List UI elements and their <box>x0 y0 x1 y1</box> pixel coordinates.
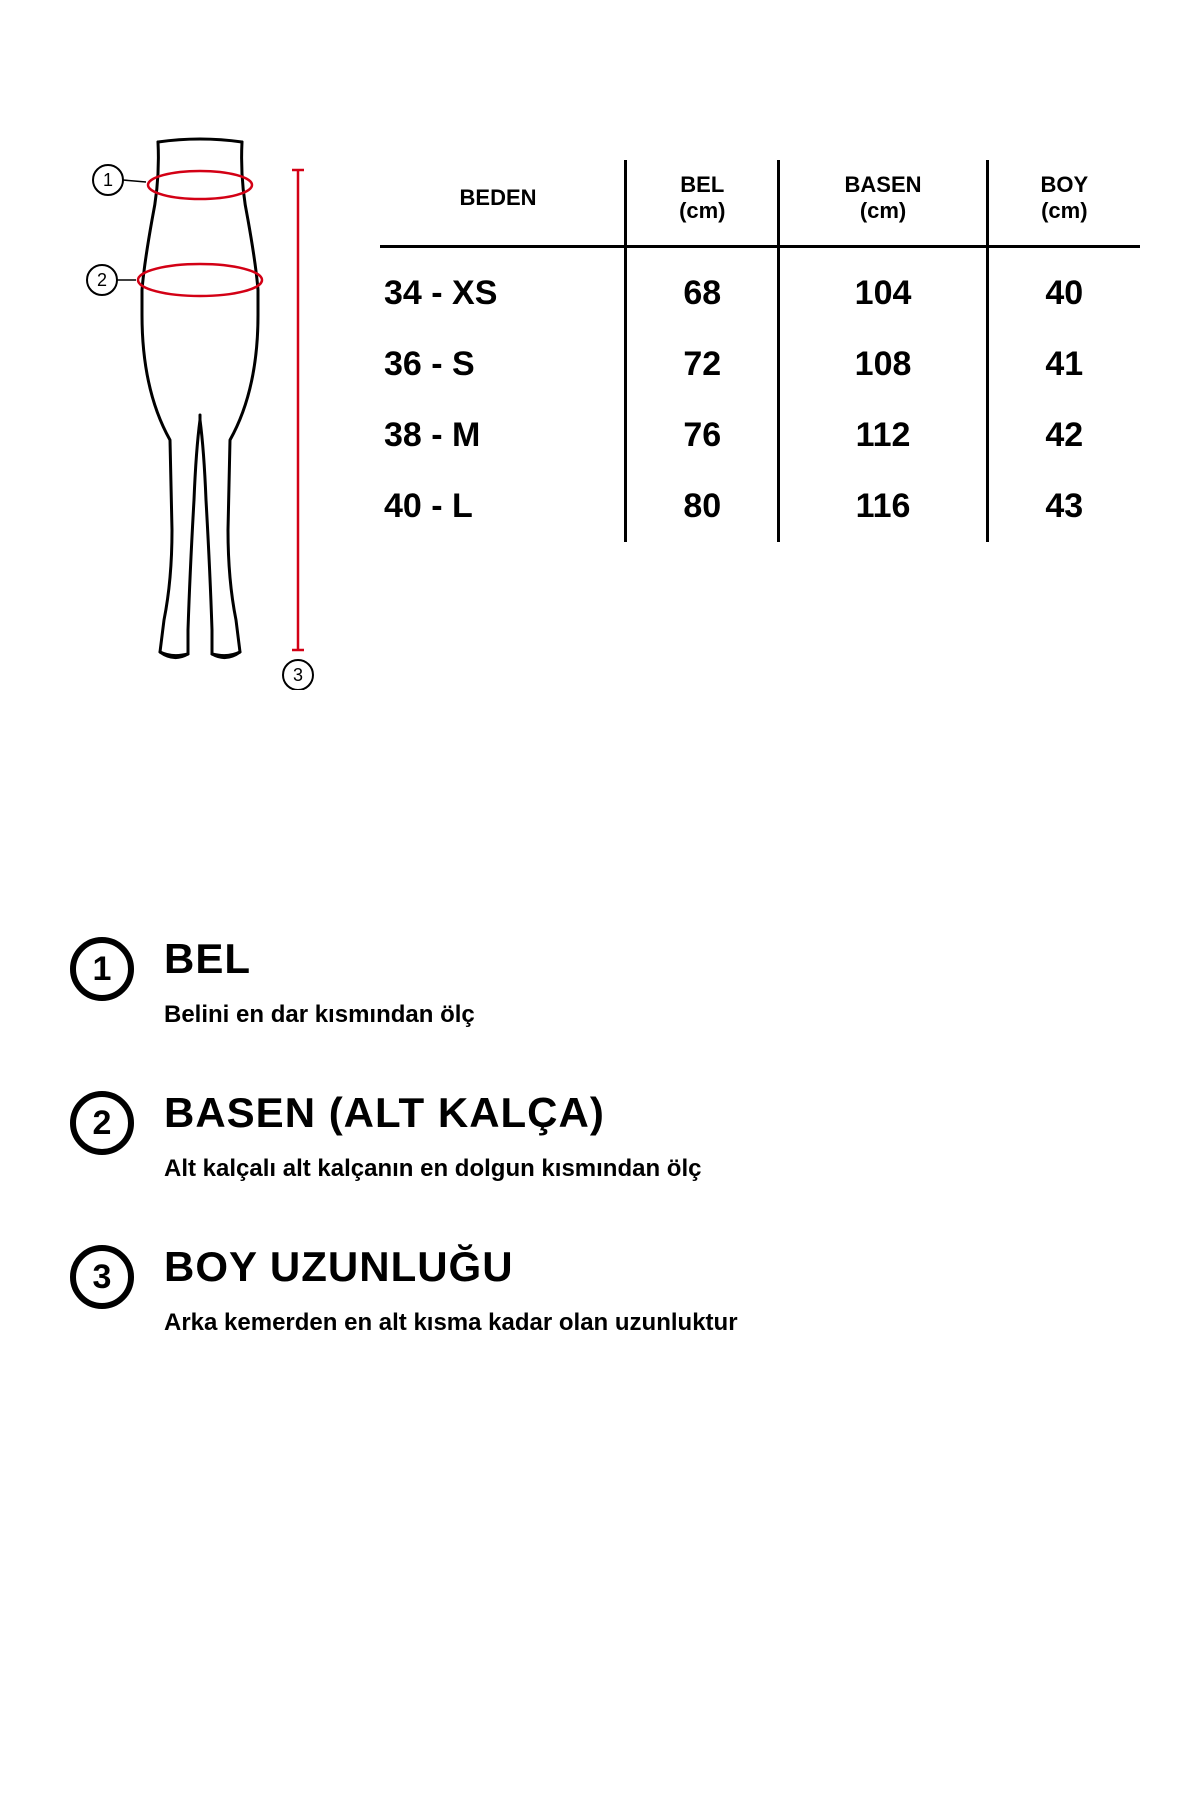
cell-boy: 40 <box>987 246 1140 329</box>
definition-title: BASEN (ALT KALÇA) <box>164 1089 1140 1137</box>
cell-size: 38 - M <box>380 400 626 471</box>
definition-title: BEL <box>164 935 1140 983</box>
definition-number-icon: 3 <box>70 1245 134 1309</box>
definition-number-icon: 2 <box>70 1091 134 1155</box>
definition-item: 3 BOY UZUNLUĞU Arka kemerden en alt kısm… <box>70 1243 1140 1337</box>
definition-text: BASEN (ALT KALÇA) Alt kalçalı alt kalçan… <box>164 1089 1140 1183</box>
col-header-beden: BEDEN <box>380 160 626 246</box>
col-header-bel: BEL (cm) <box>626 160 779 246</box>
marker-2-label: 2 <box>97 270 107 290</box>
size-table: BEDEN BEL (cm) BASEN (cm) BOY (cm) <box>380 160 1140 542</box>
cell-bel: 80 <box>626 471 779 542</box>
cell-basen: 108 <box>779 329 987 400</box>
definition-item: 1 BEL Belini en dar kısmından ölç <box>70 935 1140 1029</box>
cell-size: 34 - XS <box>380 246 626 329</box>
definition-description: Arka kemerden en alt kısma kadar olan uz… <box>164 1309 1140 1337</box>
cell-basen: 116 <box>779 471 987 542</box>
definition-description: Alt kalçalı alt kalçanın en dolgun kısmı… <box>164 1155 1140 1183</box>
cell-basen: 112 <box>779 400 987 471</box>
col-header-boy: BOY (cm) <box>987 160 1140 246</box>
cell-size: 40 - L <box>380 471 626 542</box>
table-row: 40 - L 80 116 43 <box>380 471 1140 542</box>
definition-text: BEL Belini en dar kısmından ölç <box>164 935 1140 1029</box>
definitions-list: 1 BEL Belini en dar kısmından ölç 2 BASE… <box>60 935 1140 1337</box>
cell-boy: 42 <box>987 400 1140 471</box>
col-header-basen: BASEN (cm) <box>779 160 987 246</box>
definition-title: BOY UZUNLUĞU <box>164 1243 1140 1291</box>
cell-bel: 72 <box>626 329 779 400</box>
definition-item: 2 BASEN (ALT KALÇA) Alt kalçalı alt kalç… <box>70 1089 1140 1183</box>
table-row: 38 - M 76 112 42 <box>380 400 1140 471</box>
cell-boy: 41 <box>987 329 1140 400</box>
marker-3-label: 3 <box>293 665 303 685</box>
cell-bel: 76 <box>626 400 779 471</box>
cell-basen: 104 <box>779 246 987 329</box>
cell-size: 36 - S <box>380 329 626 400</box>
definition-number-icon: 1 <box>70 937 134 1001</box>
definition-description: Belini en dar kısmından ölç <box>164 1001 1140 1029</box>
table-header-row: BEDEN BEL (cm) BASEN (cm) BOY (cm) <box>380 160 1140 246</box>
definition-text: BOY UZUNLUĞU Arka kemerden en alt kısma … <box>164 1243 1140 1337</box>
body-diagram: 1 2 3 <box>60 120 340 695</box>
top-section: 1 2 3 BEDEN BEL (cm) <box>60 120 1140 695</box>
table-row: 34 - XS 68 104 40 <box>380 246 1140 329</box>
legs-diagram-svg: 1 2 3 <box>60 130 340 690</box>
marker-1-label: 1 <box>103 170 113 190</box>
cell-bel: 68 <box>626 246 779 329</box>
table-row: 36 - S 72 108 41 <box>380 329 1140 400</box>
size-table-container: BEDEN BEL (cm) BASEN (cm) BOY (cm) <box>380 120 1140 542</box>
cell-boy: 43 <box>987 471 1140 542</box>
